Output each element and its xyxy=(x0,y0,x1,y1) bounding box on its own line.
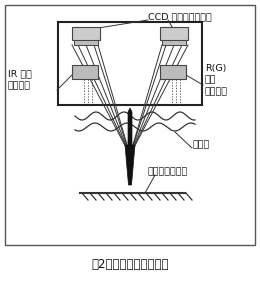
Bar xyxy=(160,27,188,40)
Bar xyxy=(5,5,255,245)
Text: CCD モノクロカメラ: CCD モノクロカメラ xyxy=(148,12,212,21)
Text: 囲2　カメラ装置の概要: 囲2 カメラ装置の概要 xyxy=(91,258,169,272)
Text: 被写界（ほ場）: 被写界（ほ場） xyxy=(148,168,188,177)
Polygon shape xyxy=(125,108,135,185)
Text: レンズ: レンズ xyxy=(193,141,210,150)
Text: IR 分光
フィルタ: IR 分光 フィルタ xyxy=(8,70,32,91)
Bar xyxy=(58,22,202,105)
Bar xyxy=(72,65,98,79)
Text: R(G)
分光
フィルタ: R(G) 分光 フィルタ xyxy=(205,64,228,96)
Bar xyxy=(74,40,98,45)
Bar xyxy=(162,40,186,45)
Bar xyxy=(160,65,186,79)
Bar xyxy=(72,27,100,40)
